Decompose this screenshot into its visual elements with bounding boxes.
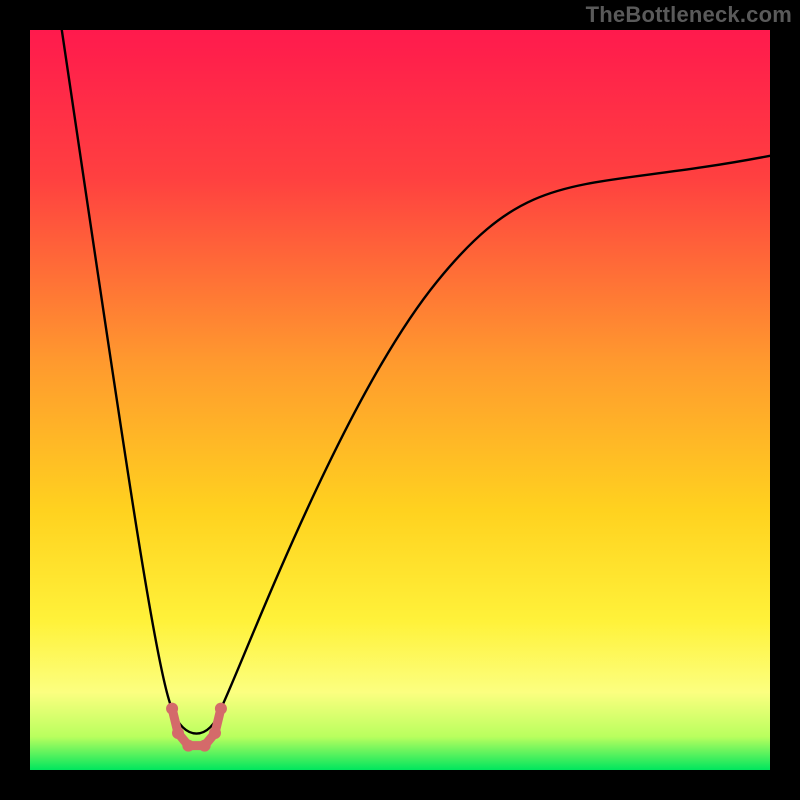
well-marker	[172, 727, 184, 739]
well-marker	[166, 703, 178, 715]
well-marker	[215, 703, 227, 715]
plot-inner	[30, 30, 770, 770]
well-marker	[209, 727, 221, 739]
watermark-label: TheBottleneck.com	[586, 2, 792, 28]
bottleneck-curve	[60, 15, 770, 733]
well-marker	[199, 740, 211, 752]
plot-svg	[30, 30, 770, 770]
plot-frame	[30, 30, 770, 770]
well-marker	[182, 740, 194, 752]
stage: TheBottleneck.com	[0, 0, 800, 800]
well-highlight-path	[172, 709, 221, 746]
